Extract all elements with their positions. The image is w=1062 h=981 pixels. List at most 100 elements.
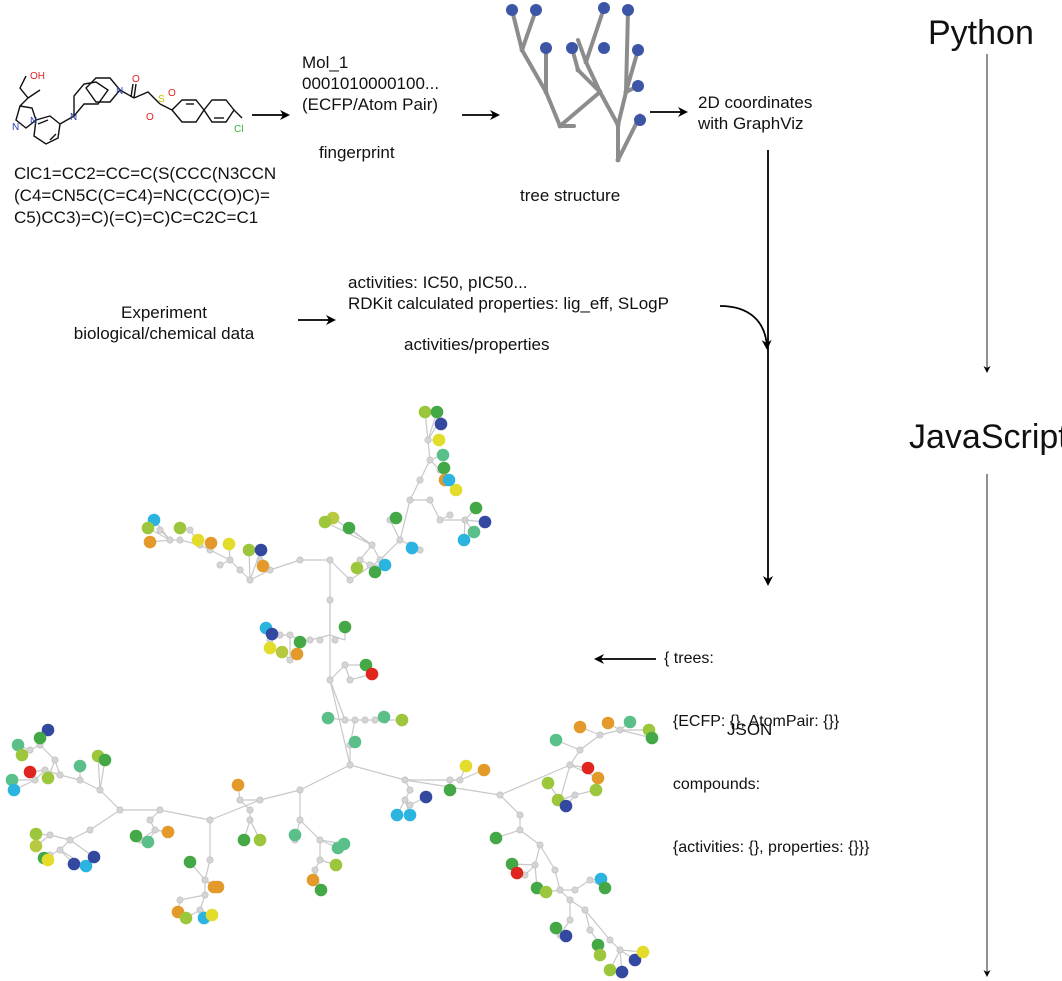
compound-tree-edge (329, 559, 351, 581)
tree-branch-point (575, 67, 581, 73)
compound-tree-branch (586, 876, 594, 884)
compound-tree-branch (66, 836, 74, 844)
compound-tree-branch (86, 826, 94, 834)
compound-node (211, 880, 225, 894)
compound-node (581, 761, 595, 775)
compound-tree-branch (326, 556, 334, 564)
compound-tree-branch (176, 536, 184, 544)
compound-tree-edge (559, 764, 571, 801)
compound-tree-edge (499, 764, 571, 796)
compound-node (331, 841, 345, 855)
compound-tree-edge (399, 499, 411, 541)
compound-node (593, 948, 607, 962)
compound-node (256, 559, 270, 573)
compound-node (173, 521, 187, 535)
tree-structure-icon (506, 2, 646, 163)
compound-tree-branch (571, 886, 579, 894)
graphviz-line: with GraphViz (698, 114, 804, 133)
compound-tree-branch (206, 856, 214, 864)
compound-node (306, 873, 320, 887)
compound-tree-branch (116, 806, 124, 814)
compound-tree-edge (584, 909, 611, 941)
compound-tree-branch (516, 811, 524, 819)
compound-tree-branch (56, 846, 64, 854)
tree-leaf-node (622, 4, 634, 16)
n-label: N (116, 86, 123, 97)
compound-tree-branch (551, 866, 559, 874)
compound-tree-branch (406, 801, 414, 809)
compound-node (67, 857, 81, 871)
fingerprint-line: (ECFP/Atom Pair) (302, 95, 439, 114)
graphviz-line: 2D coordinates (698, 93, 813, 112)
compound-tree-branch (346, 761, 354, 769)
n-label: N (30, 116, 37, 127)
compound-tree-branch (581, 906, 589, 914)
compound-node (41, 723, 55, 737)
tree-branch-point (615, 122, 621, 128)
compound-tree-edge (209, 799, 261, 821)
compound-node (329, 858, 343, 872)
compound-tree-edge (39, 744, 56, 761)
cl-label: Cl (234, 124, 243, 135)
tree-leaf-node (598, 42, 610, 54)
compound-tree-branch (331, 636, 339, 644)
compound-node (437, 461, 451, 475)
compound-node (242, 543, 256, 557)
compound-tree-branch (426, 456, 434, 464)
compound-tree-edge (249, 569, 271, 581)
compound-node (263, 641, 277, 655)
compound-tree-branch (51, 756, 59, 764)
compound-tree-branch (326, 596, 334, 604)
compound-tree-edge (299, 764, 351, 791)
compound-tree-edges (12, 411, 653, 973)
compound-node (449, 483, 463, 497)
compound-node (29, 839, 43, 853)
tree-edge (624, 8, 630, 94)
compound-tree-branch (446, 776, 454, 784)
tree-edge (520, 48, 548, 94)
experiment-text: Experiment biological/chemical data (58, 302, 270, 344)
compound-tree-branch (616, 946, 624, 954)
compound-tree-branch (56, 771, 64, 779)
activities-caption: activities/properties (404, 335, 550, 354)
compound-tree-branch (566, 761, 574, 769)
compound-tree-branch (46, 831, 54, 839)
compound-tree-branch (531, 861, 539, 869)
tree-edge (584, 6, 606, 64)
compound-node (98, 753, 112, 767)
compound-node (598, 881, 612, 895)
compound-node (549, 921, 563, 935)
tree-leaf-node (530, 4, 542, 16)
compound-node (368, 565, 382, 579)
compound-tree-edge (159, 809, 211, 821)
compound-tree-branch (156, 526, 164, 534)
compound-node (290, 647, 304, 661)
compound-tree-branch (201, 876, 209, 884)
compound-tree-branch (156, 806, 164, 814)
compound-node (467, 525, 481, 539)
compound-node (591, 938, 605, 952)
compound-tree-branch (361, 716, 369, 724)
compound-node (589, 783, 603, 797)
smiles-string: ClC1=CC2=CC=C(S(CCC(N3CCN (C4=CN5C(C=C4)… (14, 163, 276, 229)
compound-node (418, 405, 432, 419)
tree-branch-point (615, 157, 621, 163)
compound-tree-edge (99, 789, 121, 811)
activities-text: activities: IC50, pIC50... RDKit calcula… (348, 272, 669, 314)
compound-node (11, 738, 25, 752)
compound-tree-branch (201, 891, 209, 899)
compound-node (205, 908, 219, 922)
tree-edge (544, 90, 562, 128)
compound-tree-branch (351, 716, 359, 724)
compound-tree-branch (461, 516, 469, 524)
compound-tree-branch (496, 791, 504, 799)
compound-node (430, 405, 444, 419)
compound-tree-branch (416, 476, 424, 484)
compound-node (7, 783, 21, 797)
n-label: N (12, 122, 19, 133)
tree-leaf-node (540, 42, 552, 54)
compound-tree-branch (616, 726, 624, 734)
compound-node (253, 833, 267, 847)
compound-node (143, 535, 157, 549)
compound-tree-branch (396, 536, 404, 544)
